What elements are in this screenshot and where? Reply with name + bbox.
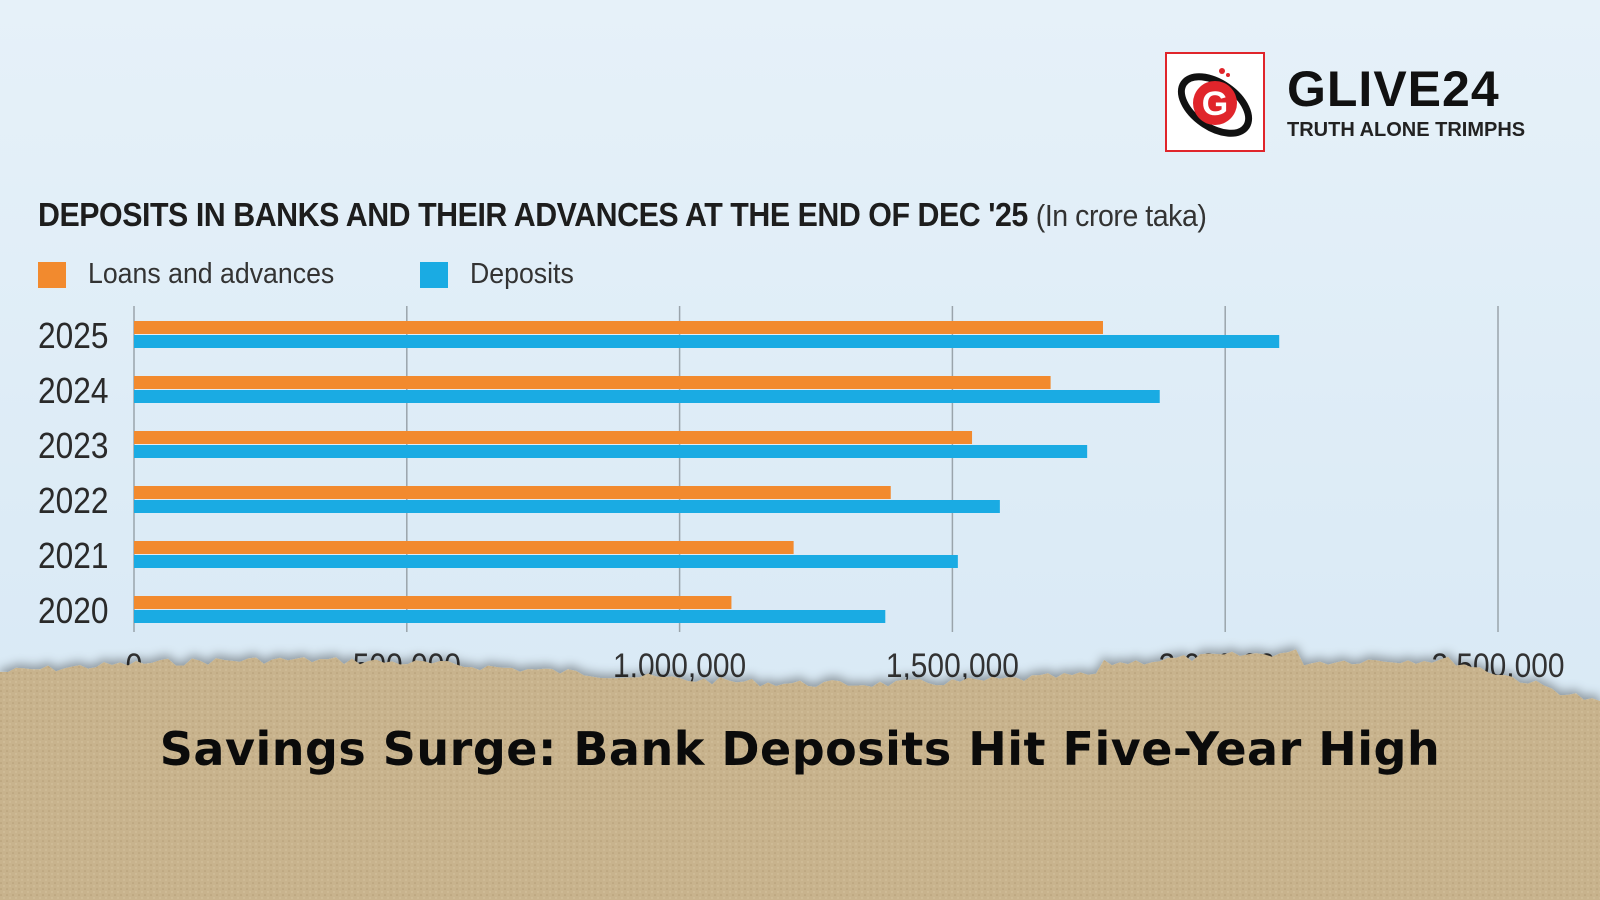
y-tick-label: 2024	[38, 371, 108, 411]
headline-caption: Savings Surge: Bank Deposits Hit Five-Ye…	[159, 722, 1441, 776]
y-tick-label: 2020	[38, 591, 108, 631]
legend-label-deposits: Deposits	[469, 258, 574, 290]
brand-tagline: TRUTH ALONE TRIMPHS	[1287, 118, 1526, 141]
y-tick-label: 2021	[38, 536, 108, 576]
y-tick-label: 2025	[38, 316, 108, 356]
bar-deposits-2023	[134, 445, 1088, 458]
legend-label-loans: Loans and advances	[88, 258, 335, 290]
chart-unit: (In crore taka)	[1035, 198, 1207, 233]
bar-loans-2021	[134, 541, 794, 554]
bar-deposits-2024	[134, 390, 1160, 403]
bar-loans-2023	[134, 431, 973, 444]
legend-swatch-deposits	[419, 261, 448, 288]
y-tick-label: 2022	[38, 481, 108, 521]
svg-text:G: G	[1202, 85, 1228, 123]
bar-loans-2020	[134, 596, 732, 609]
bar-loans-2025	[134, 321, 1103, 334]
bar-loans-2024	[134, 376, 1051, 389]
bar-loans-2022	[134, 486, 891, 499]
brand-logo: G GLIVE24 TRUTH ALONE TRIMPHS	[1165, 52, 1525, 152]
y-tick-label: 2023	[38, 426, 108, 466]
bar-deposits-2021	[134, 555, 958, 568]
bar-deposits-2025	[134, 335, 1280, 348]
legend-swatch-loans	[38, 261, 66, 288]
logo-icon: G	[1165, 52, 1265, 152]
bar-deposits-2022	[134, 500, 1000, 513]
legend: Loans and advances Deposits	[38, 258, 646, 291]
bar-deposits-2020	[134, 610, 886, 623]
brand-name: GLIVE24	[1287, 60, 1500, 117]
chart-title: DEPOSITS IN BANKS AND THEIR ADVANCES AT …	[38, 196, 1207, 233]
